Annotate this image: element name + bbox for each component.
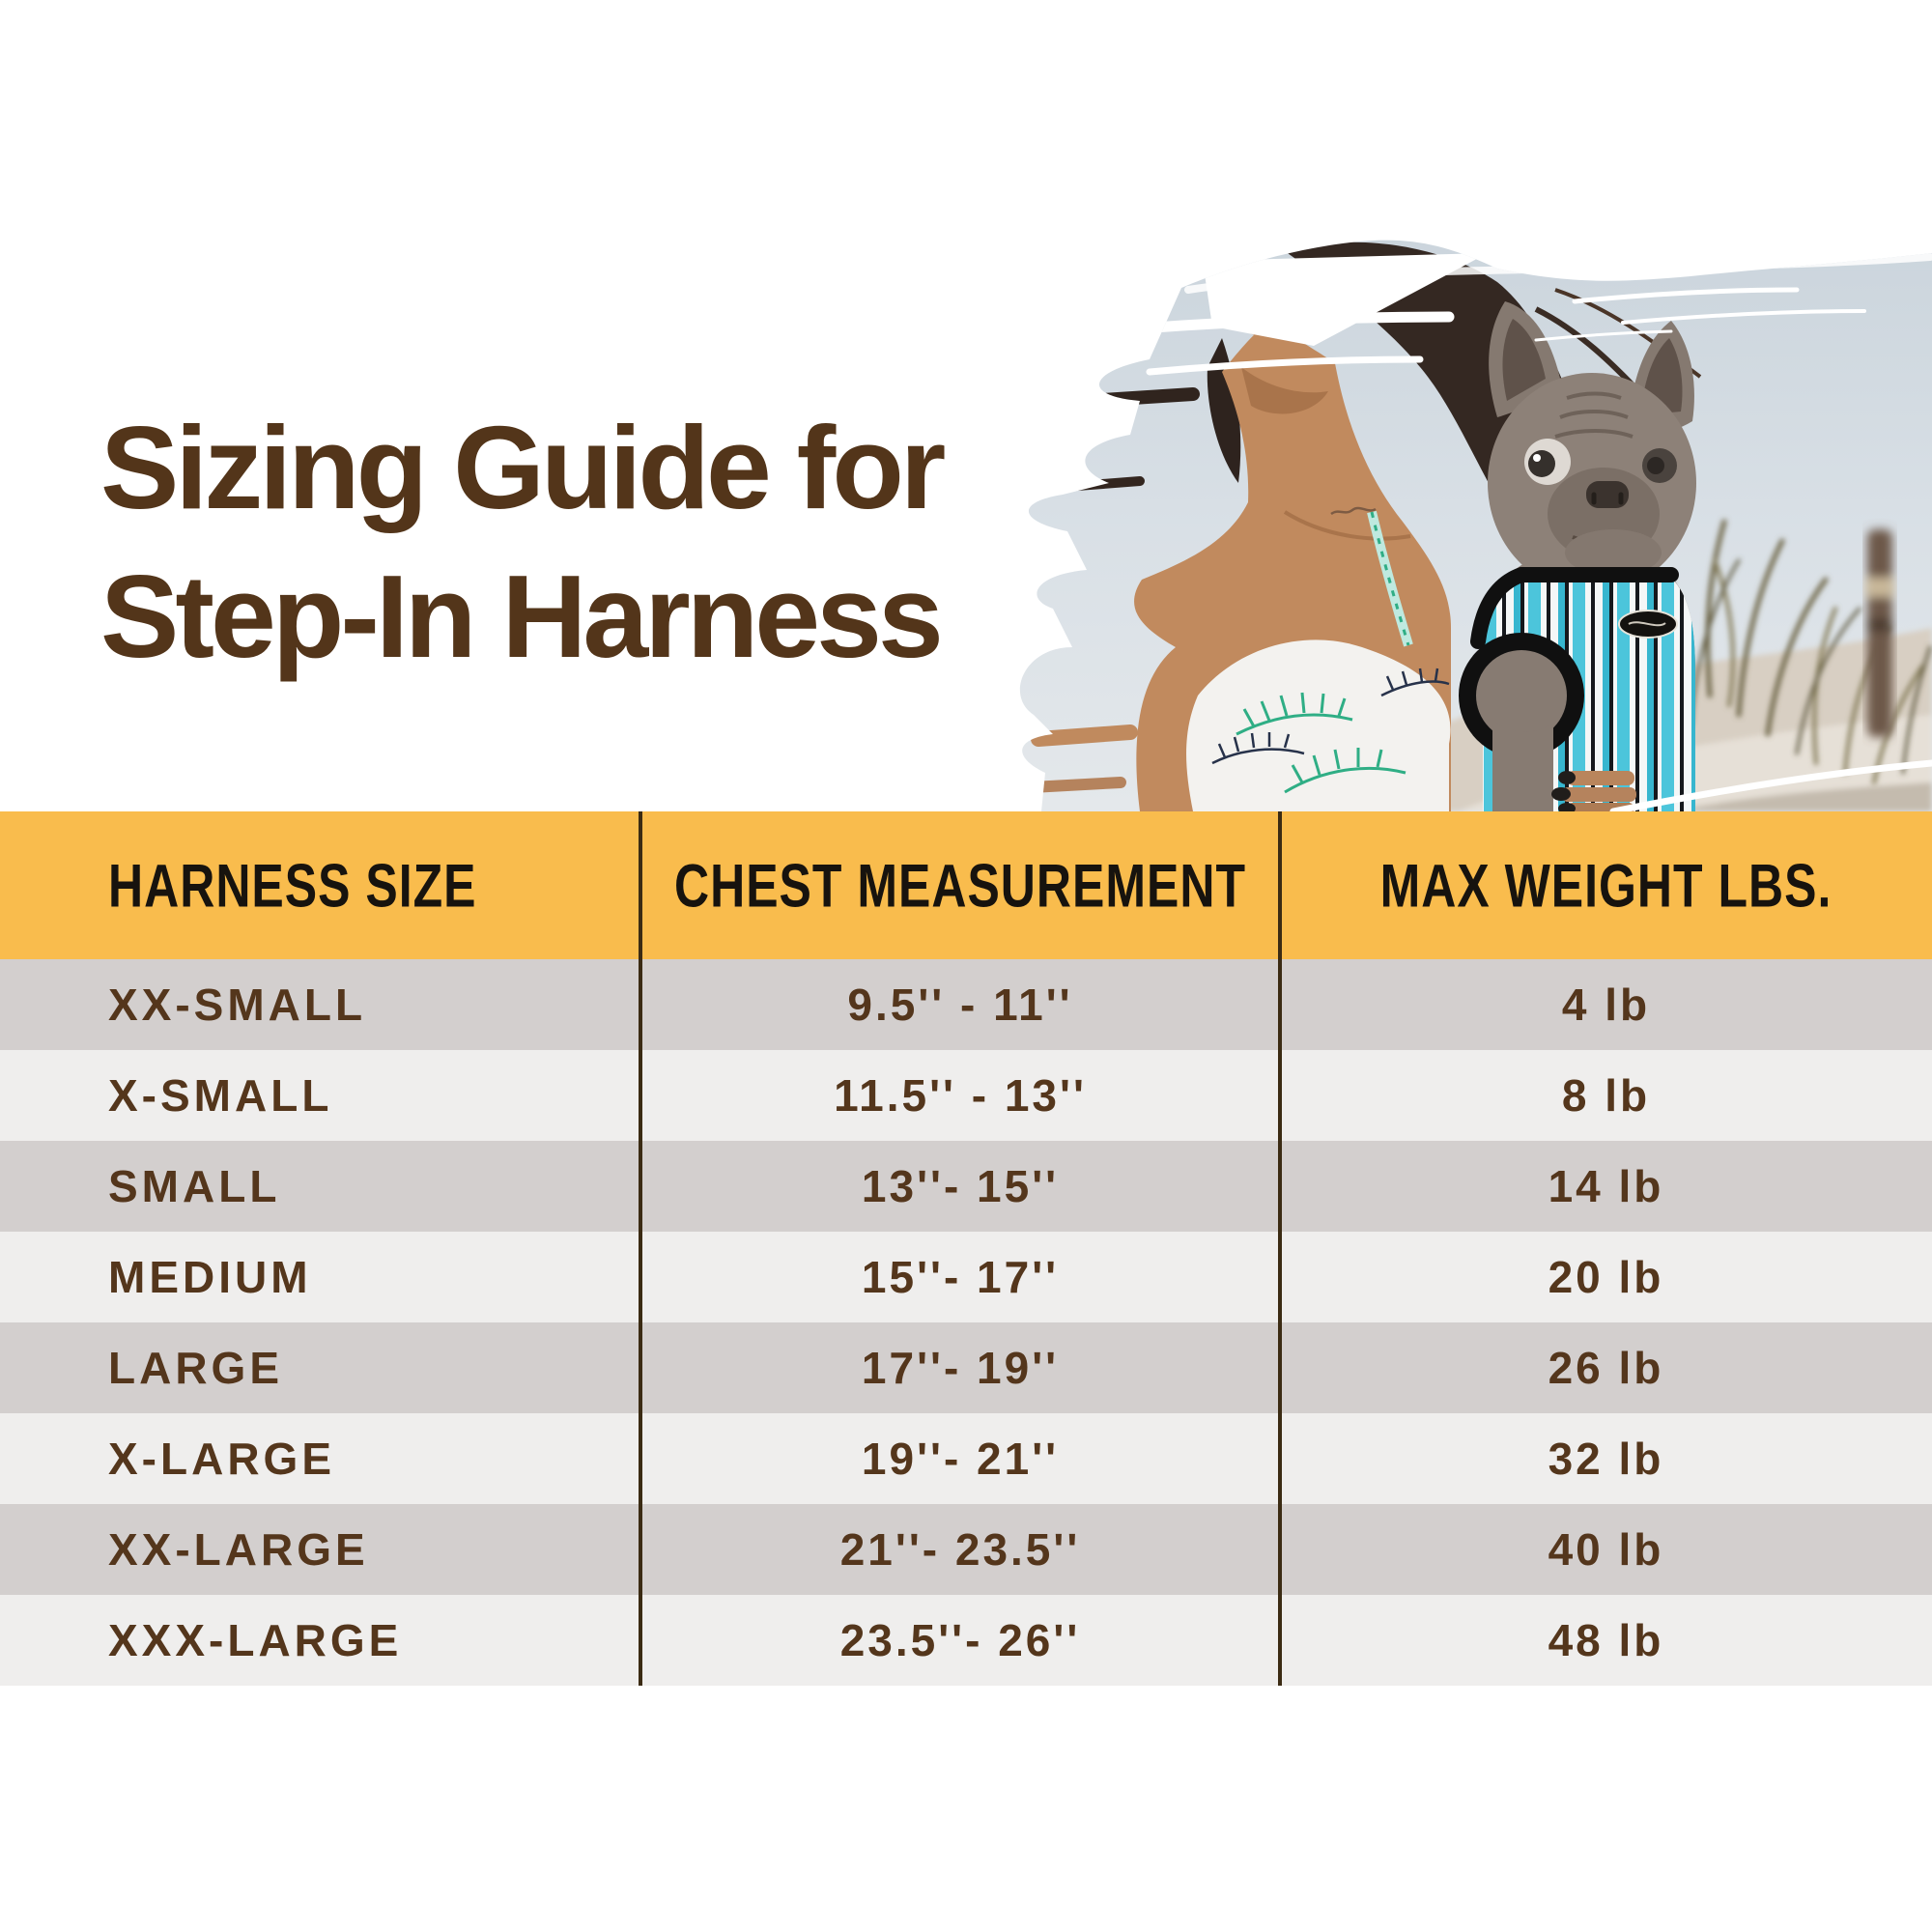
- chest-cell: 17''- 19'': [861, 1343, 1060, 1393]
- table-row: XX-LARGE 21''- 23.5'' 40 lb: [0, 1504, 1932, 1595]
- weight-cell: 26 lb: [1548, 1343, 1664, 1393]
- dog: [1459, 301, 1696, 811]
- size-cell: X-LARGE: [108, 1434, 335, 1484]
- table-row: X-SMALL 11.5'' - 13'' 8 lb: [0, 1050, 1932, 1141]
- column-divider: [639, 811, 642, 1686]
- chest-cell: 15''- 17'': [861, 1252, 1060, 1302]
- weight-cell: 32 lb: [1548, 1434, 1664, 1484]
- weight-cell: 20 lb: [1548, 1252, 1664, 1302]
- palm-leaf-print-dark: [1211, 668, 1450, 765]
- size-cell: X-SMALL: [108, 1070, 333, 1121]
- wooden-post: [1865, 529, 1894, 737]
- chest-cell: 13''- 15'': [861, 1161, 1060, 1211]
- palm-leaf-print: [1236, 692, 1406, 794]
- dog-right-eye: [1642, 448, 1677, 483]
- size-cell: XX-SMALL: [108, 980, 367, 1030]
- size-cell: XXX-LARGE: [108, 1615, 403, 1665]
- header-chest-measurement: CHEST MEASUREMENT: [673, 851, 1247, 920]
- chest-cell: 11.5'' - 13'': [834, 1070, 1087, 1121]
- dog-left-eye: [1524, 439, 1571, 485]
- chest-cell: 19''- 21'': [861, 1434, 1060, 1484]
- weight-cell: 48 lb: [1548, 1615, 1664, 1665]
- sizing-table: HARNESS SIZE CHEST MEASUREMENT MAX WEIGH…: [0, 811, 1932, 1686]
- weight-cell: 8 lb: [1561, 1070, 1651, 1121]
- chest-tattoo: [1330, 506, 1377, 516]
- chest-cell: 23.5''- 26'': [839, 1615, 1081, 1665]
- chest-cell: 9.5'' - 11'': [847, 980, 1073, 1030]
- table-body: XX-SMALL 9.5'' - 11'' 4 lb X-SMALL 11.5'…: [0, 959, 1932, 1686]
- size-cell: SMALL: [108, 1161, 281, 1211]
- page-title-line1: Sizing Guide for: [100, 402, 946, 533]
- page-title-line2: Step-In Harness: [100, 550, 944, 682]
- dog-nose: [1586, 481, 1629, 508]
- owner-hand: [1551, 771, 1636, 811]
- weight-cell: 14 lb: [1548, 1161, 1664, 1211]
- size-cell: MEDIUM: [108, 1252, 312, 1302]
- table-row: SMALL 13''- 15'' 14 lb: [0, 1141, 1932, 1232]
- dog-harness: [1459, 567, 1695, 811]
- header-harness-size: HARNESS SIZE: [108, 851, 477, 920]
- table-row: X-LARGE 19''- 21'' 32 lb: [0, 1413, 1932, 1504]
- harness-brand-badge: [1618, 610, 1678, 639]
- table-row: XXX-LARGE 23.5''- 26'' 48 lb: [0, 1595, 1932, 1686]
- bikini-top: [1186, 510, 1451, 811]
- column-divider: [1278, 811, 1282, 1686]
- page-title: Sizing Guide for Step-In Harness: [100, 394, 946, 691]
- chest-cell: 21''- 23.5'': [839, 1524, 1081, 1575]
- size-cell: LARGE: [108, 1343, 283, 1393]
- table-row: LARGE 17''- 19'' 26 lb: [0, 1322, 1932, 1413]
- table-row: MEDIUM 15''- 17'' 20 lb: [0, 1232, 1932, 1322]
- size-cell: XX-LARGE: [108, 1524, 369, 1575]
- weight-cell: 4 lb: [1561, 980, 1651, 1030]
- table-row: XX-SMALL 9.5'' - 11'' 4 lb: [0, 959, 1932, 1050]
- weight-cell: 40 lb: [1548, 1524, 1664, 1575]
- dog-forehead-wrinkles: [1554, 391, 1634, 439]
- table-header-row: HARNESS SIZE CHEST MEASUREMENT MAX WEIGH…: [0, 811, 1932, 959]
- header-max-weight: MAX WEIGHT LBS.: [1379, 851, 1833, 920]
- hero-photo: [1019, 240, 1932, 811]
